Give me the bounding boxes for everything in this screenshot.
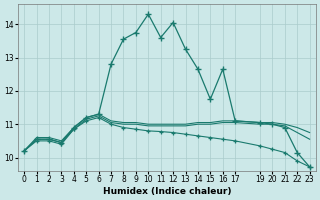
X-axis label: Humidex (Indice chaleur): Humidex (Indice chaleur) [103, 187, 231, 196]
